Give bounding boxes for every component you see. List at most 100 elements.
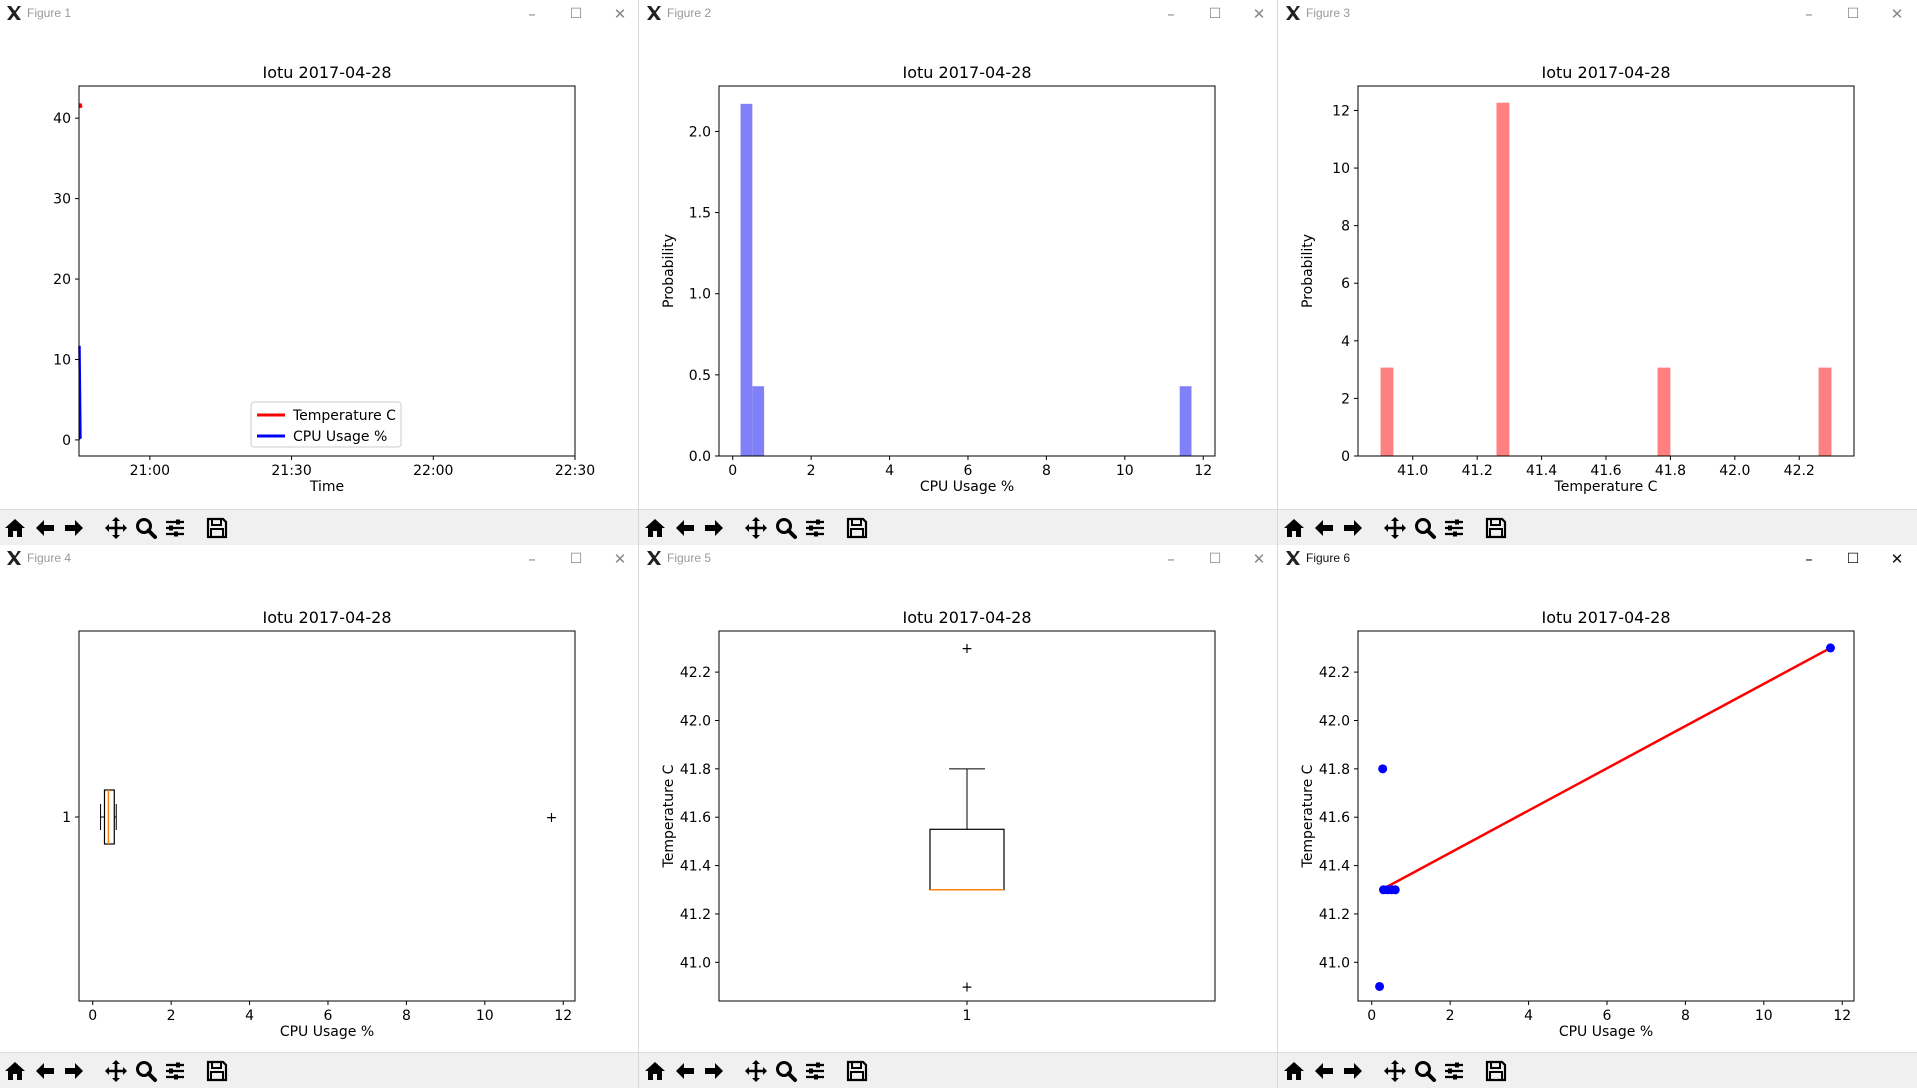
scatter-point <box>1390 885 1400 895</box>
window-titlebar[interactable]: Figure 1 – ☐ ✕ <box>0 0 640 28</box>
zoom-button[interactable] <box>773 1058 799 1084</box>
save-button[interactable] <box>844 515 870 541</box>
maximize-button[interactable]: ☐ <box>569 551 583 567</box>
home-button[interactable] <box>642 515 668 541</box>
y-axis-label: Probability <box>661 234 677 308</box>
back-button[interactable] <box>672 515 698 541</box>
plot-canvas[interactable]: Iotu 2017-04-28 0 2 4 6 8 10 12 CPU Usage % 0.0 0.… <box>640 28 1279 509</box>
forward-button[interactable] <box>61 1058 87 1084</box>
close-button[interactable]: ✕ <box>613 5 627 23</box>
back-button[interactable] <box>1311 1058 1337 1084</box>
close-button[interactable]: ✕ <box>1252 5 1266 23</box>
home-button[interactable] <box>2 515 28 541</box>
close-button[interactable]: ✕ <box>1890 550 1904 568</box>
configure-button[interactable] <box>1441 1058 1467 1084</box>
forward-button[interactable] <box>1340 515 1366 541</box>
window-titlebar[interactable]: Figure 6 – ☐ ✕ <box>1279 545 1917 573</box>
navigation-toolbar <box>0 509 640 545</box>
figure-window-2[interactable]: Figure 2 – ☐ ✕ Iotu 2017-04-28 0 2 4 6 8 10 12 CP… <box>640 0 1279 545</box>
configure-button[interactable] <box>802 1058 828 1084</box>
box-outlier: + <box>961 979 973 995</box>
y-tick-label: 6 <box>1341 276 1350 292</box>
home-button[interactable] <box>642 1058 668 1084</box>
pan-button[interactable] <box>743 515 769 541</box>
save-button[interactable] <box>844 1058 870 1084</box>
pan-button[interactable] <box>1382 515 1408 541</box>
close-button[interactable]: ✕ <box>1890 5 1904 23</box>
y-tick-label: 20 <box>53 272 71 288</box>
window-titlebar[interactable]: Figure 4 – ☐ ✕ <box>0 545 640 573</box>
minimize-button[interactable]: – <box>1805 550 1813 568</box>
plot-canvas[interactable]: Iotu 2017-04-28 + +1 41.0 41.2 41.4 41.6 41.8 42… <box>640 573 1279 1052</box>
x-tick-label: 12 <box>1194 463 1212 479</box>
forward-button[interactable] <box>701 1058 727 1084</box>
x-tick-label: 8 <box>1681 1008 1690 1024</box>
save-button[interactable] <box>1483 515 1509 541</box>
pan-button[interactable] <box>743 1058 769 1084</box>
plot-canvas[interactable]: Iotu 2017-04-28 Temperature C CPU Usage % 2… <box>0 28 640 509</box>
window-titlebar[interactable]: Figure 2 – ☐ ✕ <box>640 0 1279 28</box>
window-titlebar[interactable]: Figure 3 – ☐ ✕ <box>1279 0 1917 28</box>
axes: + +1 41.0 41.2 41.4 41.6 41.8 42.0 42.2 Temperatu… <box>661 630 1216 1024</box>
zoom-button[interactable] <box>773 515 799 541</box>
minimize-button[interactable]: – <box>528 5 536 23</box>
histogram-bar <box>1179 386 1192 456</box>
minimize-button[interactable]: – <box>1167 550 1175 568</box>
pan-icon <box>745 517 767 539</box>
zoom-button[interactable] <box>1412 515 1438 541</box>
save-button[interactable] <box>1483 1058 1509 1084</box>
home-button[interactable] <box>1281 515 1307 541</box>
maximize-button[interactable]: ☐ <box>569 6 583 22</box>
histogram-bar <box>1818 367 1832 456</box>
minimize-button[interactable]: – <box>528 550 536 568</box>
save-button[interactable] <box>204 1058 230 1084</box>
configure-button[interactable] <box>802 515 828 541</box>
window-title: Figure 4 <box>27 551 72 565</box>
figure-window-5[interactable]: Figure 5 – ☐ ✕ Iotu 2017-04-28 + +1 41.0 41.2… <box>640 545 1279 1088</box>
home-button[interactable] <box>1281 1058 1307 1084</box>
pan-button[interactable] <box>103 1058 129 1084</box>
forward-icon <box>1344 1063 1362 1079</box>
save-button[interactable] <box>204 515 230 541</box>
minimize-button[interactable]: – <box>1805 5 1813 23</box>
pan-button[interactable] <box>1382 1058 1408 1084</box>
zoom-button[interactable] <box>133 515 159 541</box>
back-button[interactable] <box>672 1058 698 1084</box>
forward-button[interactable] <box>1340 1058 1366 1084</box>
forward-button[interactable] <box>701 515 727 541</box>
axes: 0 2 4 6 8 10 12 CPU Usage % 0.0 0.5 1.0 1.5 2.0 Proba… <box>661 85 1216 495</box>
configure-button[interactable] <box>1441 515 1467 541</box>
minimize-button[interactable]: – <box>1167 5 1175 23</box>
maximize-button[interactable]: ☐ <box>1208 6 1222 22</box>
back-button[interactable] <box>32 1058 58 1084</box>
close-button[interactable]: ✕ <box>613 550 627 568</box>
zoom-button[interactable] <box>1412 1058 1438 1084</box>
close-button[interactable]: ✕ <box>1252 550 1266 568</box>
back-button[interactable] <box>1311 515 1337 541</box>
forward-button[interactable] <box>61 515 87 541</box>
zoom-icon <box>776 518 797 539</box>
configure-button[interactable] <box>162 515 188 541</box>
plot-canvas[interactable]: Iotu 2017-04-28 +0 2 4 6 8 10 12 CPU Usage % 1 <box>0 573 640 1052</box>
maximize-button[interactable]: ☐ <box>1846 6 1860 22</box>
figure-window-6[interactable]: Figure 6 – ☐ ✕ Iotu 2017-04-28 0 2 4 6 8 10 12 CP… <box>1279 545 1917 1088</box>
back-button[interactable] <box>32 515 58 541</box>
window-title: Figure 6 <box>1306 551 1351 565</box>
maximize-button[interactable]: ☐ <box>1846 551 1860 567</box>
maximize-button[interactable]: ☐ <box>1208 551 1222 567</box>
figure-window-3[interactable]: Figure 3 – ☐ ✕ Iotu 2017-04-28 41.0 41.2 41.… <box>1279 0 1917 545</box>
configure-icon <box>806 519 824 537</box>
scatter-point <box>1378 764 1388 774</box>
window-titlebar[interactable]: Figure 5 – ☐ ✕ <box>640 545 1279 573</box>
figure-window-4[interactable]: Figure 4 – ☐ ✕ Iotu 2017-04-28 +0 2 4 6 8 10 12 C… <box>0 545 640 1088</box>
home-button[interactable] <box>2 1058 28 1084</box>
y-tick-label: 41.8 <box>1319 762 1350 778</box>
pan-icon <box>745 1060 767 1082</box>
plot-canvas[interactable]: Iotu 2017-04-28 0 2 4 6 8 10 12 CPU Usage % 41.0 4… <box>1279 573 1917 1052</box>
configure-button[interactable] <box>162 1058 188 1084</box>
box-outlier: + <box>546 810 558 826</box>
figure-window-1[interactable]: Figure 1 – ☐ ✕ Iotu 2017-04-28 Temperature… <box>0 0 640 545</box>
pan-button[interactable] <box>103 515 129 541</box>
zoom-button[interactable] <box>133 1058 159 1084</box>
